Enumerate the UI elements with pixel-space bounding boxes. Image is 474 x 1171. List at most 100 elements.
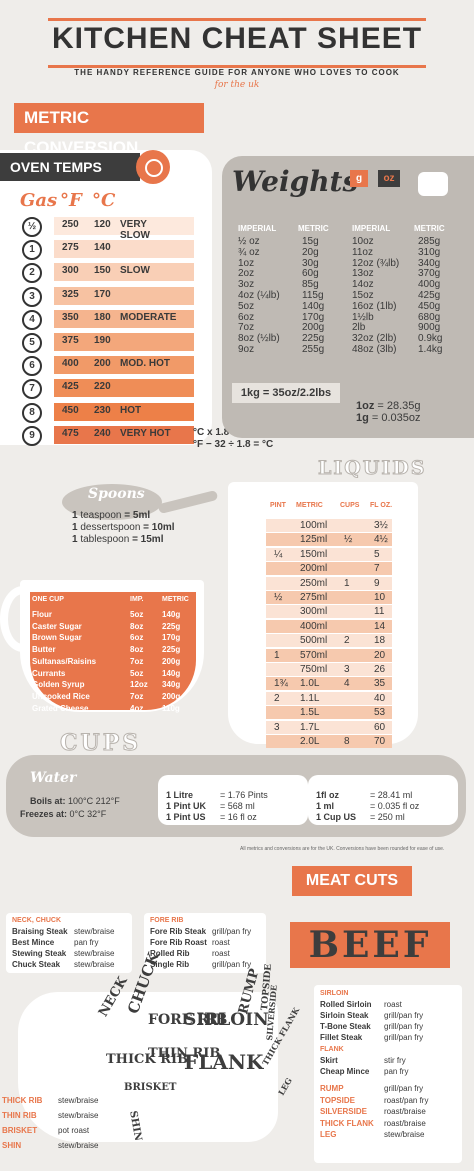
spoon-handle [157,489,219,515]
cut-method: stew/braise [74,960,115,969]
spoon-name: teaspoon [80,510,125,521]
cups-cell: 110g [162,703,180,713]
oven-f: 375 [62,335,79,346]
oven-row-bar [54,263,194,282]
spoon-line: 1 tablespoon = 15ml [72,534,163,545]
spoon-value: = 5ml [124,510,151,521]
liquids-cell: 1.5L [300,707,320,719]
oven-c: 230 [94,404,111,416]
liquids-cell: ¼ [274,548,283,560]
liquids-row-bg [266,547,392,561]
metric-conversion-banner: METRIC CONVERSION [14,103,204,157]
gas-mark-number: 5 [22,333,42,353]
oven-f: 450 [62,404,79,416]
liquids-cell: 18 [374,635,386,647]
liquids-cell: 1.1L [300,692,320,704]
spoon-count: 1 [72,522,81,533]
cut-method: roast/pan fry [384,1095,429,1105]
cow-label-flank: FLANK [184,1050,264,1074]
cut-name: Skirt [320,1056,338,1065]
weights-metric: 60g [302,268,319,280]
spoon-name: dessertspoon [80,522,144,533]
weights-metric: 30g [302,257,319,269]
cut-name: Stewing Steak [12,949,67,958]
cow-diagram [18,992,278,1142]
cut-method: grill/pan fry [212,927,252,936]
footnote: All metrics and conversions are for the … [240,846,445,852]
weights-imperial: 4oz (¼lb) [238,290,280,301]
liquids-cell: 200ml [300,563,328,575]
cut-method: grill/pan fry [384,1022,424,1031]
weights-imperial: ¾ oz [238,246,260,258]
gas-mark-number: 1 [22,240,42,261]
cow-label-brisket: BRISKET [124,1082,177,1093]
oven-row: 9 475 240 VERY HOT [22,425,194,446]
liquids-cell: 4 [344,678,350,690]
cut-method: roast [212,938,230,947]
liquids-row-bg [266,648,392,662]
liquids-row-bg [266,691,392,705]
water-box1-b: = 568 ml [220,801,255,811]
water-box1-b: = 1.76 Pints [220,790,268,800]
cut-name: Braising Steak [12,927,68,936]
weights-imperial: 8oz (½lb) [238,333,280,345]
scale-icon [418,172,448,196]
weights-imperial: 11oz [352,246,373,258]
oven-c: 180 [94,311,111,323]
oz-conversion: 1oz = 28.35g 1g = 0.035oz [356,400,456,424]
oven-row-bar [54,402,194,421]
gas-mark-number: ½ [22,217,42,237]
oven-row-bar [54,240,194,259]
cups-cell: Golden Syrup [32,680,85,690]
liquids-cell: 4½ [374,534,388,546]
cut-name: Chuck Steak [12,960,61,969]
weights-imperial: 3oz [238,279,255,291]
freezes-value: 0°C 32°F [69,809,107,819]
cut-method: roast [212,949,230,958]
liquids-cell: 100ml [300,520,328,531]
weights-title: Weights [232,165,359,198]
weights-metric: 450g [418,300,441,312]
cut-name: THIN RIB [2,1111,37,1120]
spoon-value: = 10ml [143,522,175,533]
oven-col-c: °C [92,190,116,211]
weights-metric: 340g [418,257,441,269]
oven-row: ½ 250 120 VERY SLOW [22,217,194,241]
cut-name: Sirloin Steak [320,1011,369,1020]
cow-label-thick-rib: THICK RIB [106,1052,189,1067]
freezes-label: Freezes at: [20,809,68,819]
liquids-header: METRIC [296,502,323,509]
sirloin-box [314,985,462,1163]
liquids-cell: 14 [374,620,386,632]
water-box1-a: 1 Pint UK [166,801,207,811]
liquids-cell: ½ [344,534,353,546]
cut-name: Fillet Steak [320,1033,363,1042]
oven-col-gas: Gas [20,190,58,211]
liquids-cell: 3 [344,664,350,675]
boils-label: Boils at: [30,796,66,806]
weights-header: METRIC [298,224,329,233]
spoon-count: 1 [72,510,81,521]
liquids-cell: 5 [374,548,380,560]
weights-tag-oz: oz [378,170,400,187]
liquids-header: FL OZ. [370,502,393,509]
liquids-row-bg [266,519,392,532]
weights-imperial: 5oz [238,300,255,312]
cut-name: THICK RIB [2,1096,43,1105]
neck-chuck-box [6,913,132,973]
liquids-cell: 10 [374,592,386,603]
cups-cell: 225g [162,645,181,655]
weights-imperial: 14oz [352,279,374,291]
liquids-row-bg [266,605,392,619]
cut-name: THICK FLANK [320,1118,374,1128]
weights-imperial: 16oz (1lb) [352,300,397,312]
cut-name: TOPSIDE [320,1095,355,1105]
weights-imperial: 15oz [352,290,374,301]
water-box1-a: 1 Litre [166,790,194,800]
oven-f: 475 [62,427,79,439]
oven-row-bar [54,425,194,444]
gas-mark-number: 9 [22,425,42,446]
cut-name: Best Mince [12,938,55,947]
weights-metric: 140g [302,300,325,312]
liquids-cell: 275ml [300,592,328,603]
